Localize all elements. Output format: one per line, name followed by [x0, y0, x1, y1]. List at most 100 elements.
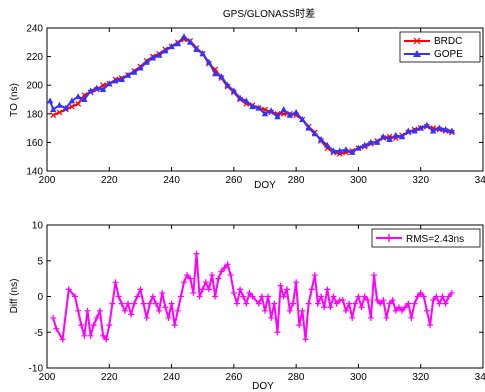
- data-point: [168, 300, 175, 307]
- legend-marker-rms: [385, 234, 393, 242]
- data-point: [180, 33, 188, 40]
- data-point: [302, 336, 309, 343]
- data-point: [112, 279, 119, 286]
- data-point: [118, 300, 125, 307]
- top-series: [46, 33, 456, 157]
- data-point: [274, 113, 281, 120]
- data-point: [246, 289, 253, 296]
- data-point: [430, 297, 437, 304]
- data-point: [177, 293, 184, 300]
- data-point: [249, 103, 256, 110]
- x-tick-label: 340: [475, 175, 485, 186]
- data-point: [84, 307, 91, 314]
- data-point: [184, 272, 191, 279]
- chart-title: GPS/GLONASS时差: [223, 7, 315, 20]
- data-point: [399, 307, 406, 314]
- data-point: [395, 304, 402, 311]
- x-tick-label: 340: [475, 372, 485, 383]
- data-point: [103, 336, 110, 343]
- data-point: [187, 38, 194, 45]
- data-point: [193, 250, 200, 257]
- data-point: [93, 84, 100, 91]
- top-chart: 200 220 240 260 280 300 320 340 140 160 180 200 220…: [9, 24, 485, 192]
- data-point: [134, 293, 141, 300]
- x-tick-label: 320: [412, 372, 429, 383]
- data-point: [81, 96, 88, 102]
- legend-marker-brdc: [413, 37, 421, 45]
- data-point: [124, 71, 132, 78]
- bottom-y-axis-label: Diff (ns): [9, 279, 20, 314]
- data-point: [442, 300, 449, 307]
- data-point: [380, 297, 387, 304]
- data-point: [349, 148, 356, 155]
- legend-entry-gope: GOPE: [404, 49, 463, 60]
- data-point: [202, 279, 209, 286]
- data-point: [243, 300, 250, 307]
- data-point: [118, 76, 125, 82]
- data-point: [314, 300, 321, 307]
- data-point: [386, 300, 393, 307]
- x-tick-label: 200: [39, 372, 56, 383]
- data-point: [405, 300, 412, 307]
- data-point: [171, 322, 178, 329]
- bottom-series: [50, 250, 455, 343]
- data-point: [190, 289, 197, 296]
- data-point: [361, 293, 368, 300]
- data-point: [181, 279, 188, 286]
- data-point: [339, 297, 346, 304]
- data-point: [292, 108, 300, 115]
- data-point: [305, 300, 312, 307]
- bottom-x-axis-label: DOY: [252, 381, 274, 392]
- data-point: [215, 275, 222, 282]
- x-tick-label: 240: [163, 175, 180, 186]
- data-point: [209, 272, 216, 279]
- data-point: [62, 104, 69, 111]
- data-point: [205, 58, 213, 65]
- data-point: [327, 304, 334, 311]
- y-tick-label: 240: [26, 24, 43, 35]
- data-point: [165, 314, 172, 321]
- data-point: [212, 70, 219, 77]
- data-point: [448, 127, 456, 134]
- data-point: [224, 261, 231, 268]
- data-point: [50, 112, 57, 119]
- data-point: [240, 293, 247, 300]
- data-point: [50, 314, 57, 321]
- data-point: [65, 286, 72, 293]
- data-point: [346, 300, 353, 307]
- data-point: [367, 314, 374, 321]
- legend-entry-brdc: BRDC: [404, 36, 462, 47]
- data-point: [153, 300, 159, 307]
- data-point: [78, 322, 85, 329]
- data-point: [96, 307, 103, 314]
- data-point: [364, 297, 371, 304]
- data-point: [162, 47, 169, 54]
- data-point: [156, 307, 163, 314]
- data-point: [174, 40, 181, 47]
- data-point: [72, 293, 79, 300]
- data-point: [436, 124, 443, 131]
- data-point: [109, 300, 116, 307]
- data-point: [187, 275, 194, 282]
- data-point: [59, 336, 66, 343]
- y-tick-label: 220: [26, 52, 43, 63]
- data-point: [100, 332, 107, 339]
- data-point: [377, 300, 384, 307]
- data-point: [358, 304, 365, 311]
- data-point: [445, 293, 452, 300]
- y-tick-label: 10: [32, 221, 44, 232]
- x-tick-label: 300: [350, 175, 367, 186]
- x-tick-label: 280: [288, 372, 305, 383]
- x-tick-label: 220: [101, 175, 118, 186]
- data-point: [389, 297, 396, 304]
- top-legend: BRDC GOPE: [399, 31, 481, 63]
- data-point: [420, 293, 427, 300]
- data-point: [106, 80, 113, 87]
- data-point: [68, 103, 75, 110]
- data-point: [143, 58, 150, 65]
- bottom-legend: RMS=2.43ns: [371, 228, 481, 248]
- x-tick-label: 320: [412, 175, 429, 186]
- data-point: [196, 293, 203, 300]
- data-point: [283, 286, 290, 293]
- data-point: [255, 300, 262, 307]
